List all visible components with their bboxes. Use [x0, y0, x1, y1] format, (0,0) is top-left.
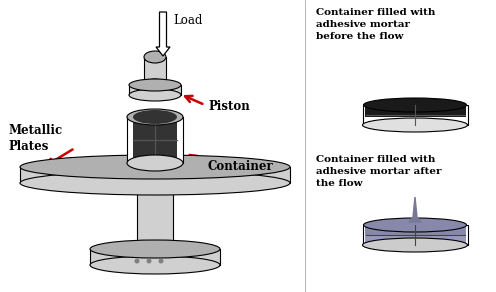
Circle shape: [147, 259, 151, 263]
Ellipse shape: [133, 110, 177, 124]
Text: Container: Container: [208, 161, 274, 173]
Bar: [20, 167, 290, 183]
Text: Metallic
Plates: Metallic Plates: [8, 124, 62, 152]
Bar: [90, 249, 220, 265]
Bar: [365, 235, 466, 243]
Circle shape: [135, 259, 139, 263]
Bar: [363, 225, 468, 245]
Bar: [127, 117, 183, 163]
Ellipse shape: [90, 256, 220, 274]
Ellipse shape: [20, 155, 290, 179]
Text: Load: Load: [173, 14, 202, 27]
Ellipse shape: [364, 218, 467, 232]
Ellipse shape: [129, 79, 181, 91]
Ellipse shape: [363, 118, 468, 132]
Ellipse shape: [127, 109, 183, 125]
Text: Container filled with
adhesive mortar
before the flow: Container filled with adhesive mortar be…: [316, 8, 435, 41]
Bar: [137, 185, 173, 249]
Polygon shape: [409, 197, 421, 222]
Bar: [363, 105, 468, 125]
Ellipse shape: [364, 98, 467, 112]
Text: Piston: Piston: [208, 100, 250, 112]
Ellipse shape: [127, 155, 183, 171]
Ellipse shape: [20, 171, 290, 195]
Bar: [144, 57, 166, 85]
Ellipse shape: [363, 238, 468, 252]
Ellipse shape: [137, 180, 173, 190]
Ellipse shape: [129, 89, 181, 101]
Ellipse shape: [90, 240, 220, 258]
Bar: [365, 107, 466, 117]
Circle shape: [159, 259, 163, 263]
Bar: [365, 227, 466, 237]
Ellipse shape: [144, 51, 166, 63]
Bar: [129, 85, 181, 95]
Ellipse shape: [144, 79, 166, 91]
Bar: [133, 119, 177, 161]
FancyArrow shape: [156, 12, 170, 56]
Text: Container filled with
adhesive mortar after
the flow: Container filled with adhesive mortar af…: [316, 155, 441, 187]
